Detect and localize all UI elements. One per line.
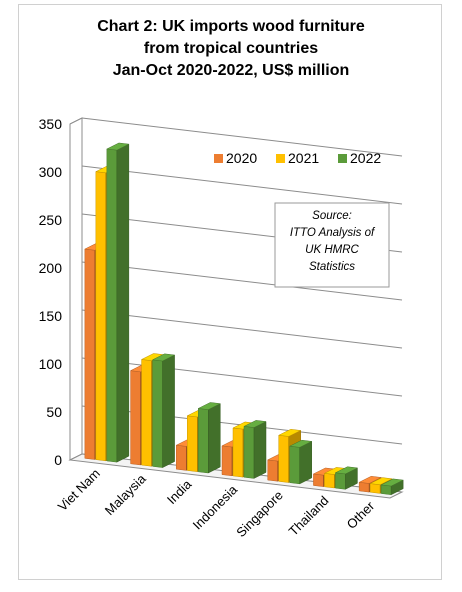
y-tick-labels: 0 50 100 150 200 250 300 350 xyxy=(39,116,63,468)
bar-front xyxy=(84,248,96,460)
legend-label-2021: 2021 xyxy=(288,150,319,166)
bar-front xyxy=(278,434,289,483)
bar-top xyxy=(288,439,313,448)
bar-front xyxy=(267,459,278,482)
left-wall xyxy=(69,117,83,461)
bar-front xyxy=(187,415,198,472)
category-label-india: India xyxy=(164,476,195,507)
source-box-border xyxy=(274,202,390,288)
bar-side xyxy=(208,403,221,474)
bar-2022-india xyxy=(197,402,222,474)
bar-top xyxy=(380,478,405,487)
bar-front xyxy=(313,473,324,487)
bar-top xyxy=(197,402,222,410)
source-line-3: UK HMRC xyxy=(305,244,359,256)
category-label-viet-nam: Viet Nam xyxy=(55,466,103,514)
legend-label-2020: 2020 xyxy=(226,150,257,166)
chart-title-line-1: Chart 2: UK imports wood furniture xyxy=(97,18,365,35)
y-tick-label-250: 250 xyxy=(39,212,63,228)
bar-2022-indonesia xyxy=(243,420,267,479)
bar-top xyxy=(105,142,130,151)
gridline-100 xyxy=(81,357,403,397)
bar-top xyxy=(277,429,302,437)
bar-front xyxy=(95,171,107,462)
bar-top xyxy=(369,477,394,486)
bar-top xyxy=(334,466,359,475)
legend-label-2022: 2022 xyxy=(350,150,381,166)
gridline-350 xyxy=(81,117,403,157)
bar-2022-thailand xyxy=(334,466,359,490)
legend-swatch-2021 xyxy=(276,154,285,163)
y-tick-label-50: 50 xyxy=(46,404,62,420)
bar-front xyxy=(141,359,152,467)
bar-front xyxy=(243,426,255,479)
y-tick-label-350: 350 xyxy=(39,116,63,132)
bars xyxy=(83,142,405,496)
bar-2022-viet-nam xyxy=(105,142,130,463)
category-label-indonesia: Indonesia xyxy=(190,482,241,533)
bar-side xyxy=(162,354,175,468)
legend: 2020 2021 2022 xyxy=(214,150,381,166)
gridline-200 xyxy=(81,261,403,301)
chart-title-line-3: Jan-Oct 2020-2022, US$ million xyxy=(112,62,350,79)
y-tick-label-150: 150 xyxy=(39,308,63,324)
bar-2022-other xyxy=(380,478,405,496)
bar-front xyxy=(380,484,392,495)
bar-front xyxy=(130,370,141,466)
y-tick-label-0: 0 xyxy=(54,452,62,468)
bar-front xyxy=(358,481,370,493)
y-tick-label-100: 100 xyxy=(39,356,63,372)
legend-swatch-2020 xyxy=(214,154,223,163)
bar-side xyxy=(299,440,312,485)
legend-swatch-2022 xyxy=(338,154,347,163)
category-label-singapore: Singapore xyxy=(233,487,286,540)
category-label-other: Other xyxy=(344,498,378,532)
bar-front xyxy=(232,427,244,478)
source-box: Source: ITTO Analysis of UK HMRC Statistics xyxy=(274,202,390,288)
chart-title: Chart 2: UK imports wood furniture from … xyxy=(0,16,462,82)
bar-2022-malaysia xyxy=(151,353,176,468)
y-tick-label-200: 200 xyxy=(39,260,63,276)
category-label-thailand: Thailand xyxy=(286,493,332,539)
bar-2022-singapore xyxy=(288,439,313,485)
bar-front xyxy=(369,483,381,494)
gridline-150 xyxy=(81,309,403,349)
source-line-4: Statistics xyxy=(309,261,355,273)
bar-front xyxy=(176,444,187,471)
bar-side xyxy=(116,143,130,463)
bar-front xyxy=(221,445,233,477)
bar-front xyxy=(324,473,335,489)
bar-front xyxy=(152,359,163,468)
bar-top xyxy=(243,420,267,428)
bar-top xyxy=(151,353,176,362)
gridline-300 xyxy=(81,165,403,205)
bar-front xyxy=(198,408,209,474)
category-label-malaysia: Malaysia xyxy=(102,471,149,518)
source-line-1: Source: xyxy=(312,210,352,222)
bar-front xyxy=(289,445,300,485)
bar-front xyxy=(335,472,346,490)
bar-front xyxy=(106,148,118,463)
source-line-2: ITTO Analysis of xyxy=(290,227,376,239)
bar-top xyxy=(358,476,383,484)
chart-title-line-2: from tropical countries xyxy=(143,40,319,57)
bar-side xyxy=(253,421,267,479)
y-tick-label-300: 300 xyxy=(39,164,63,180)
